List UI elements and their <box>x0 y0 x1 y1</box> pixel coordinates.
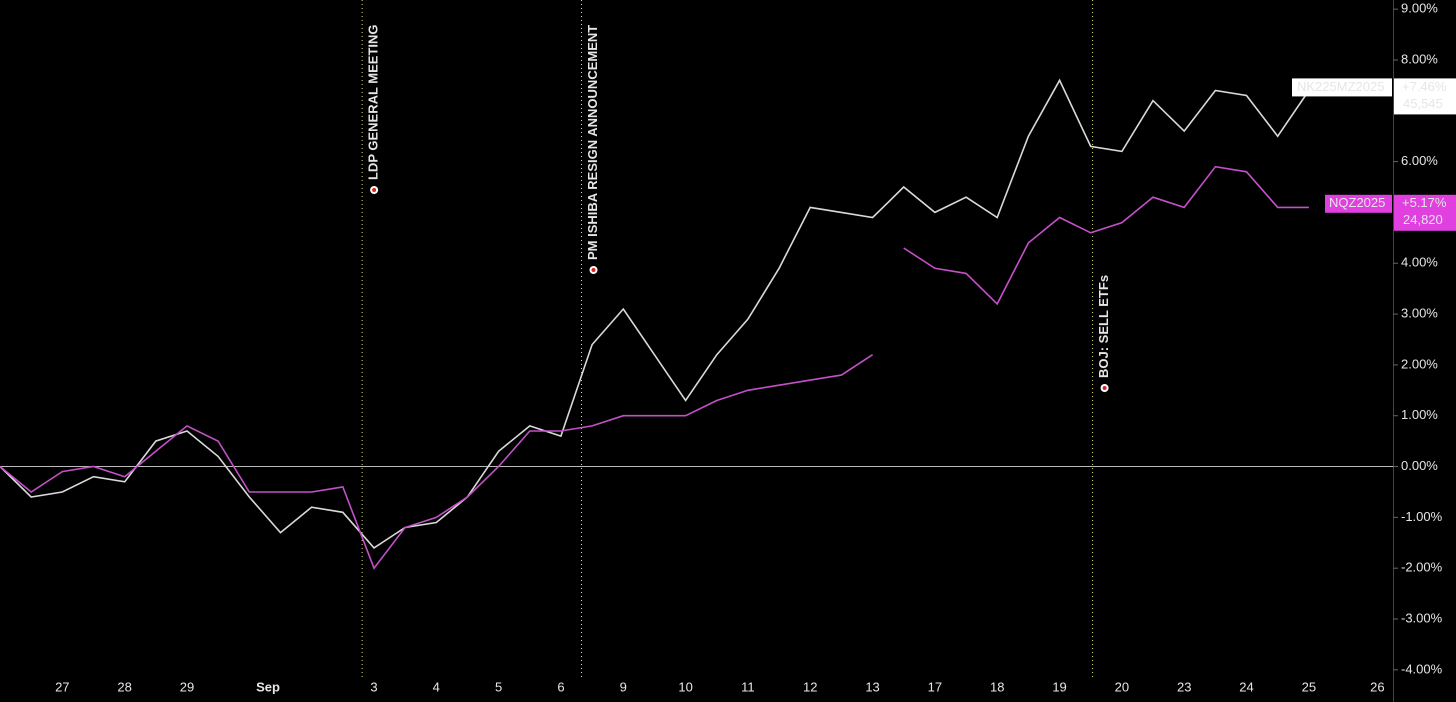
x-tick-label: 26 <box>1370 679 1384 694</box>
y-tick-label: -1.00% <box>1401 509 1443 524</box>
x-tick-label: 9 <box>620 679 627 694</box>
y-tick-label: 3.00% <box>1401 306 1438 321</box>
x-tick-label: 12 <box>803 679 817 694</box>
x-tick-label: 29 <box>180 679 194 694</box>
x-tick-label: 4 <box>433 679 440 694</box>
x-tick-label: 17 <box>928 679 942 694</box>
x-tick-label: Sep <box>256 679 280 694</box>
series-name: NK225MZ2025 <box>1297 79 1384 94</box>
last-value-label: +5.17% <box>1402 195 1447 210</box>
y-tick-label: 2.00% <box>1401 356 1438 371</box>
x-tick-label: 28 <box>117 679 131 694</box>
x-tick-label: 19 <box>1052 679 1066 694</box>
x-tick-label: 6 <box>557 679 564 694</box>
event-icon-dot <box>591 268 596 272</box>
series-name-tag <box>1292 78 1392 97</box>
y-tick-label: 8.00% <box>1401 51 1438 66</box>
event-icon-dot <box>1102 386 1107 390</box>
y-tick-label: 9.00% <box>1401 1 1438 16</box>
event-label: LDP GENERAL MEETING <box>366 24 381 180</box>
x-tick-label: 23 <box>1177 679 1191 694</box>
y-tick-label: 6.00% <box>1401 153 1438 168</box>
x-tick-label: 11 <box>741 679 755 694</box>
last-value-tag <box>1394 78 1456 115</box>
event-label: PM ISHIBA RESIGN ANNOUNCEMENT <box>585 25 600 260</box>
x-tick-label: 3 <box>370 679 377 694</box>
y-tick-label: 4.00% <box>1401 255 1438 270</box>
event-label: BOJ: SELL ETFs <box>1096 275 1111 378</box>
series-line <box>0 165 1309 570</box>
x-tick-label: 10 <box>678 679 692 694</box>
x-tick-label: 25 <box>1302 679 1316 694</box>
y-tick-label: 0.00% <box>1401 458 1438 473</box>
series-name-tag <box>1325 194 1392 213</box>
x-tick-label: 20 <box>1115 679 1129 694</box>
y-tick-label: -3.00% <box>1401 610 1443 625</box>
x-tick-label: 13 <box>865 679 879 694</box>
x-tick-label: 27 <box>55 679 69 694</box>
x-tick-label: 5 <box>495 679 502 694</box>
y-tick-label: -4.00% <box>1401 661 1443 676</box>
series-name: NQZ2025 <box>1329 195 1385 210</box>
last-value-label: +7.46% <box>1402 79 1447 94</box>
last-price: 24,820 <box>1403 212 1443 227</box>
event-icon-dot <box>372 188 377 192</box>
x-tick-label: 18 <box>990 679 1004 694</box>
y-tick-label: -2.00% <box>1401 560 1443 575</box>
series-line <box>0 78 1310 549</box>
last-price: 45,545 <box>1403 96 1443 111</box>
y-tick-label: 1.00% <box>1401 407 1438 422</box>
last-value-tag <box>1394 194 1456 231</box>
x-tick-label: 24 <box>1239 679 1253 694</box>
